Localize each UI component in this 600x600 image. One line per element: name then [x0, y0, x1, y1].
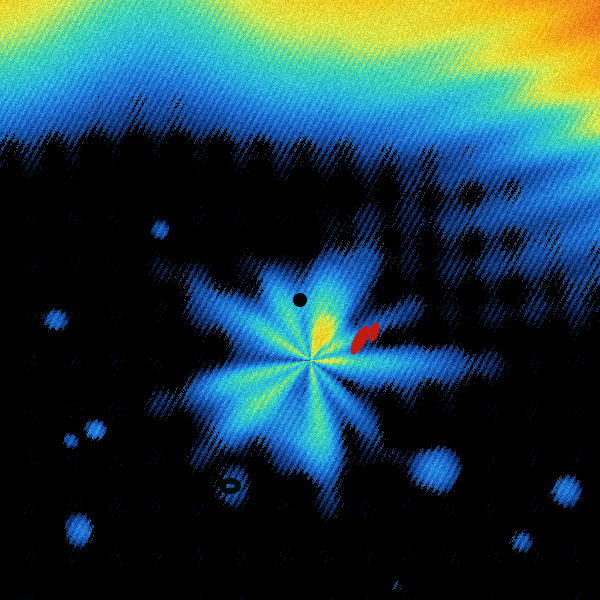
- satellite-thermal-image: [0, 0, 600, 600]
- black-circular-marker[interactable]: [293, 293, 307, 307]
